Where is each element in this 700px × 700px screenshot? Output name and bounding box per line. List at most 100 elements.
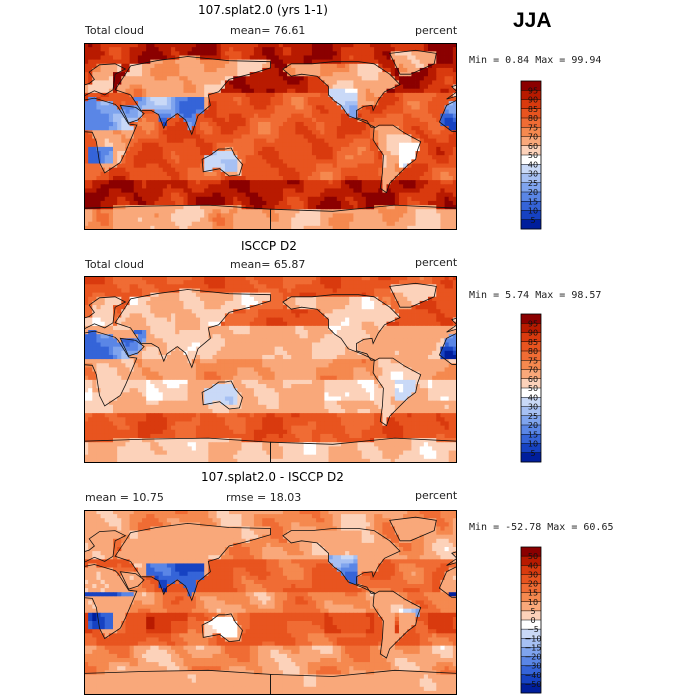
field-cell <box>419 138 425 144</box>
field-cell <box>274 184 280 189</box>
field-cell <box>179 292 184 298</box>
field-cell <box>175 51 180 56</box>
field-cell <box>398 225 404 230</box>
field-cell <box>220 72 226 77</box>
field-cell <box>104 142 110 148</box>
field-cell <box>320 296 325 302</box>
field-cell <box>245 88 251 94</box>
field-cell <box>166 296 172 302</box>
field-cell <box>278 163 284 169</box>
field-cell <box>336 126 342 131</box>
field-cell <box>403 225 408 230</box>
field-cell <box>403 309 408 314</box>
field-cell <box>394 67 400 73</box>
field-cell <box>394 205 400 210</box>
field-cell <box>345 171 350 177</box>
field-cell <box>258 300 263 306</box>
field-cell <box>357 72 363 77</box>
field-cell <box>125 59 130 65</box>
field-cell <box>220 80 226 85</box>
field-cell <box>274 63 280 69</box>
field-cell <box>108 151 114 156</box>
field-cell <box>166 292 172 298</box>
field-cell <box>394 146 400 152</box>
field-cell <box>311 155 317 160</box>
field-cell <box>332 63 338 69</box>
field-cell <box>394 142 400 148</box>
field-cell <box>349 276 354 281</box>
field-cell <box>220 280 226 285</box>
field-cell <box>407 163 412 169</box>
field-cell <box>117 167 122 173</box>
field-cell <box>340 188 346 193</box>
field-cell <box>340 163 346 169</box>
field-cell <box>96 101 101 106</box>
field-cell <box>191 138 197 144</box>
field-cell <box>179 97 184 102</box>
field-cell <box>291 126 296 131</box>
field-cell <box>220 105 226 110</box>
field-cell <box>175 163 180 169</box>
field-cell <box>287 280 292 285</box>
field-cell <box>162 184 168 189</box>
field-cell <box>158 205 164 210</box>
field-cell <box>320 43 325 48</box>
field-cell <box>419 213 425 218</box>
field-cell <box>411 184 416 189</box>
field-cell <box>357 284 363 289</box>
field-cell <box>187 80 193 85</box>
field-cell <box>175 92 180 98</box>
field-cell <box>195 126 201 131</box>
field-cell <box>448 51 454 56</box>
field-cell <box>287 276 292 281</box>
field-cell <box>104 134 110 139</box>
field-cell <box>324 221 329 227</box>
field-cell <box>245 43 251 48</box>
field-cell <box>320 180 325 185</box>
field-cell <box>241 180 247 185</box>
field-cell <box>353 192 358 198</box>
field-cell <box>158 43 164 48</box>
field-cell <box>166 92 172 98</box>
field-cell <box>179 67 184 73</box>
field-cell <box>224 288 230 294</box>
field-cell <box>208 138 213 144</box>
field-cell <box>349 196 354 202</box>
field-cell <box>419 192 425 198</box>
field-cell <box>229 126 234 131</box>
field-cell <box>427 97 433 102</box>
field-cell <box>407 88 412 94</box>
field-cell <box>154 313 159 318</box>
field-cell <box>365 67 371 73</box>
field-cell <box>108 92 114 98</box>
field-cell <box>158 175 164 181</box>
field-cell <box>224 192 230 198</box>
field-cell <box>278 288 284 294</box>
field-cell <box>187 300 193 306</box>
field-cell <box>390 72 396 77</box>
field-cell <box>162 288 168 294</box>
field-cell <box>233 280 238 285</box>
field-cell <box>96 305 101 310</box>
field-cell <box>212 159 218 164</box>
field-cell <box>436 97 441 102</box>
field-cell <box>216 167 222 173</box>
field-cell <box>440 184 445 189</box>
field-cell <box>270 130 276 135</box>
field-cell <box>241 67 247 73</box>
field-cell <box>121 284 126 289</box>
field-cell <box>407 121 412 127</box>
field-cell <box>237 67 242 73</box>
field-cell <box>237 84 242 90</box>
field-cell <box>146 84 151 90</box>
field-cell <box>158 109 164 115</box>
field-cell <box>452 225 457 230</box>
field-cell <box>378 67 383 73</box>
field-cell <box>233 59 238 65</box>
field-cell <box>403 288 408 294</box>
field-cell <box>84 305 89 310</box>
field-cell <box>291 142 296 148</box>
field-cell <box>415 284 421 289</box>
field-cell <box>369 159 375 164</box>
